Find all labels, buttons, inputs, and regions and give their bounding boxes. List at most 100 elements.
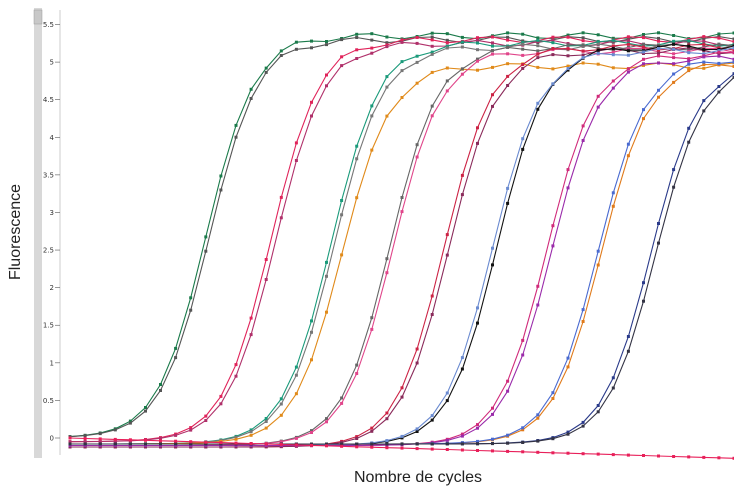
data-point [264,278,268,281]
data-point [491,65,494,69]
data-point [566,47,570,51]
data-point [370,327,374,331]
data-point [566,54,570,58]
data-point [581,44,585,48]
data-point [415,41,419,45]
data-point [732,65,734,68]
data-point [672,42,676,46]
data-point [415,347,419,351]
amplification-curve [69,39,734,443]
data-point [385,114,389,118]
data-point [581,420,585,424]
data-point [566,432,570,436]
data-point [445,32,449,36]
data-point [687,126,691,130]
data-point [611,376,615,380]
y-tick-label: 3 [50,209,54,217]
data-point [566,43,570,47]
data-point [702,109,706,113]
data-point [325,310,328,314]
data-point [551,451,555,455]
data-point [476,48,479,52]
data-point [370,429,374,433]
data-point [68,436,72,440]
data-point [566,168,570,172]
data-point [566,64,570,68]
data-point [294,159,298,162]
data-point [234,435,238,439]
data-point [460,67,464,71]
data-point [294,443,298,447]
data-point [717,36,721,40]
data-point [219,402,223,406]
data-point [355,372,359,375]
data-point [370,316,374,320]
data-point [445,448,449,451]
data-point [551,39,555,42]
data-point [596,48,600,52]
data-point [144,442,147,446]
data-point [98,432,102,436]
data-point [400,446,404,450]
data-point [430,418,434,422]
data-point [340,442,344,446]
data-point [415,60,419,64]
data-point [310,100,313,104]
data-point [566,186,570,190]
data-point [174,442,178,446]
data-point [279,440,283,444]
data-point [476,306,479,310]
data-point [626,453,630,457]
data-point [536,36,540,40]
data-point [732,72,734,76]
data-point [370,51,374,55]
data-point [702,66,706,70]
data-point [521,39,525,43]
data-point [460,173,464,177]
data-point [264,70,268,74]
data-point [581,308,585,312]
data-point [566,68,570,72]
data-point [310,358,313,362]
data-point [626,49,630,53]
data-point [642,281,645,285]
data-point [234,363,238,367]
data-point [687,39,691,43]
data-point [445,38,449,42]
data-point [581,43,585,47]
data-point [551,391,555,395]
data-point [476,41,479,45]
data-point [596,404,600,407]
data-point [460,356,464,360]
data-point [551,397,555,400]
data-point [476,439,479,443]
scale-bar-handle[interactable] [33,9,43,25]
data-point [310,114,313,118]
data-point [551,47,555,50]
data-point [717,61,721,65]
data-point [491,49,494,53]
data-point [460,40,464,44]
data-point [642,62,645,66]
data-point [460,434,464,438]
data-point [687,59,691,63]
data-point [476,59,479,63]
data-point [430,38,434,42]
data-point [279,216,283,220]
data-point [717,85,721,88]
data-point [657,47,660,50]
data-point [264,258,268,261]
data-point [581,56,585,59]
data-point [279,402,283,406]
data-point [430,447,434,451]
data-point [687,44,691,48]
data-point [657,39,660,43]
data-point [234,374,238,378]
data-point [415,143,419,147]
data-point [340,396,344,400]
data-point [536,38,540,42]
data-point [476,141,479,145]
data-point [702,60,706,64]
data-point [68,440,72,444]
